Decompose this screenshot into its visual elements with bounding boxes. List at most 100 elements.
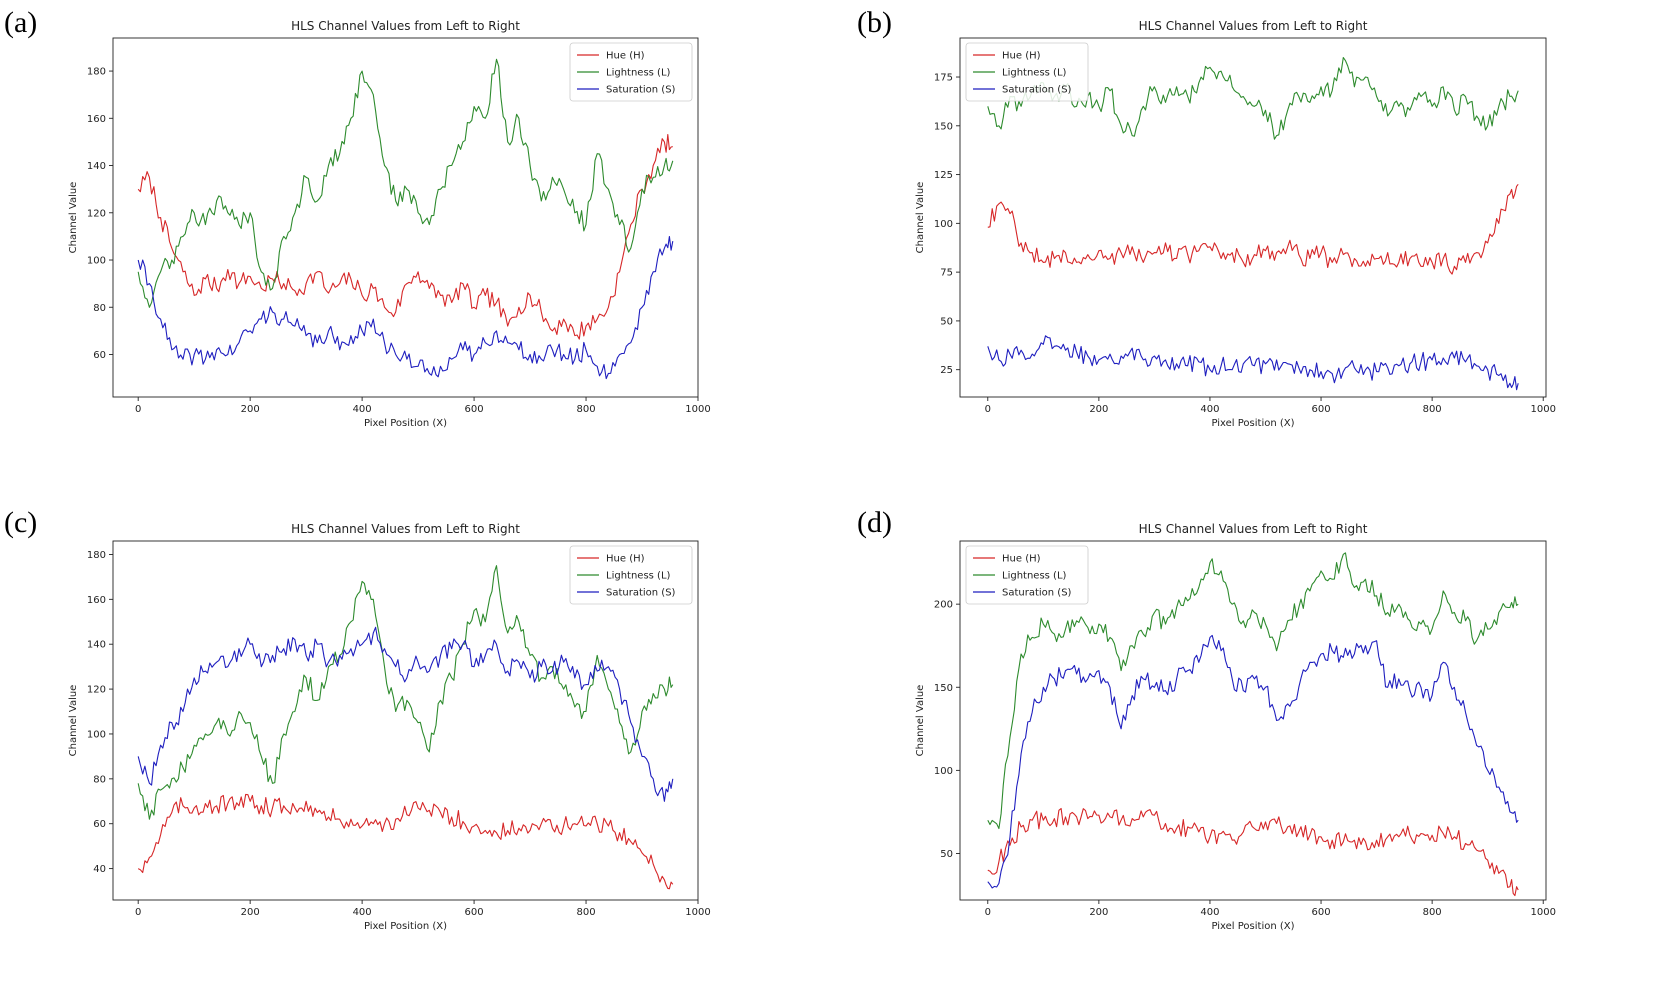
x-tick-label-d: 0 <box>985 907 991 918</box>
series-line-c-lightness <box>137 565 674 820</box>
x-tick-label-b: 200 <box>1089 404 1108 415</box>
legend-label-c: Saturation (S) <box>606 588 676 599</box>
y-tick-label-c: 100 <box>87 729 106 740</box>
series-line-d-lightness <box>987 552 1519 830</box>
y-tick-label-a: 180 <box>87 67 106 78</box>
plot-frame-a <box>112 37 699 398</box>
x-tick-label-a: 1000 <box>685 404 710 415</box>
x-tick-label-d: 200 <box>1089 907 1108 918</box>
y-tick-label-c: 80 <box>93 774 106 785</box>
series-line-d-hue <box>987 807 1519 897</box>
panel-label-c: (c) <box>4 506 38 539</box>
legend-label-b: Hue (H) <box>1002 51 1041 62</box>
legend-label-a: Lightness (L) <box>606 68 671 79</box>
y-tick-label-b: 175 <box>934 73 953 84</box>
y-tick-label-c: 160 <box>87 595 106 606</box>
y-axis-label-d: Channel Value <box>915 685 926 757</box>
legend-box-c <box>569 545 693 605</box>
chart-panel-d: HLS Channel Values from Left to Right 0 20… <box>827 498 1654 996</box>
series-line-a-saturation <box>137 235 674 380</box>
y-tick-label-d: 150 <box>934 683 953 694</box>
y-tick-label-a: 140 <box>87 161 106 172</box>
chart-panel-a: HLS Channel Values from Left to Right 0 20… <box>0 0 827 498</box>
x-tick-label-b: 1000 <box>1530 404 1555 415</box>
chart-title-b: HLS Channel Values from Left to Right <box>1139 19 1368 33</box>
y-tick-label-c: 140 <box>87 640 106 651</box>
series-line-b-lightness <box>987 56 1519 140</box>
chart-title-a: HLS Channel Values from Left to Right <box>291 19 520 33</box>
y-tick-label-b: 75 <box>940 268 953 279</box>
x-tick-label-b: 400 <box>1200 404 1219 415</box>
panel-label-d: (d) <box>857 506 892 539</box>
x-axis-label-a: Pixel Position (X) <box>364 418 447 429</box>
plot-frame-c <box>112 540 699 901</box>
chart-d: HLS Channel Values from Left to Right 0 20… <box>915 522 1556 932</box>
y-tick-label-b: 150 <box>934 121 953 132</box>
y-tick-label-c: 40 <box>93 864 106 875</box>
y-tick-label-b: 25 <box>940 365 953 376</box>
series-line-b-saturation <box>987 335 1519 391</box>
series-line-c-hue <box>137 793 674 890</box>
y-tick-label-d: 50 <box>940 849 953 860</box>
chart-title-c: HLS Channel Values from Left to Right <box>291 522 520 536</box>
x-tick-label-c: 0 <box>135 907 141 918</box>
legend-box-d <box>965 545 1089 605</box>
chart-title-d: HLS Channel Values from Left to Right <box>1139 522 1368 536</box>
legend-label-b: Lightness (L) <box>1002 68 1067 79</box>
chart-panel-b: HLS Channel Values from Left to Right 0 20… <box>827 0 1654 498</box>
legend-label-d: Lightness (L) <box>1002 571 1067 582</box>
legend-label-d: Hue (H) <box>1002 554 1041 565</box>
y-axis-label-c: Channel Value <box>68 685 79 757</box>
y-tick-label-d: 100 <box>934 766 953 777</box>
chart-c: HLS Channel Values from Left to Right 0 20… <box>68 522 711 932</box>
series-line-a-lightness <box>137 58 674 308</box>
series-line-d-saturation <box>987 634 1519 889</box>
y-tick-label-c: 180 <box>87 550 106 561</box>
x-tick-label-d: 1000 <box>1530 907 1555 918</box>
x-tick-label-c: 800 <box>576 907 595 918</box>
y-tick-label-a: 60 <box>93 350 106 361</box>
y-tick-label-a: 160 <box>87 114 106 125</box>
chart-panel-c: HLS Channel Values from Left to Right 0 20… <box>0 498 827 996</box>
x-tick-label-d: 600 <box>1311 907 1330 918</box>
plot-frame-b <box>959 37 1547 398</box>
y-tick-label-b: 100 <box>934 219 953 230</box>
x-tick-label-b: 800 <box>1423 404 1442 415</box>
y-tick-label-c: 120 <box>87 685 106 696</box>
plot-frame-d <box>959 540 1547 901</box>
x-axis-label-d: Pixel Position (X) <box>1211 921 1294 932</box>
panel-label-a: (a) <box>4 6 38 39</box>
x-tick-label-a: 600 <box>465 404 484 415</box>
y-tick-label-a: 120 <box>87 208 106 219</box>
series-line-a-hue <box>137 133 673 340</box>
legend-label-d: Saturation (S) <box>1002 588 1072 599</box>
legend-label-a: Hue (H) <box>606 51 645 62</box>
legend-label-b: Saturation (S) <box>1002 85 1072 96</box>
series-line-b-hue <box>987 183 1519 275</box>
x-tick-label-c: 1000 <box>685 907 710 918</box>
x-axis-label-c: Pixel Position (X) <box>364 921 447 932</box>
legend-label-c: Lightness (L) <box>606 571 671 582</box>
x-tick-label-c: 400 <box>353 907 372 918</box>
y-tick-label-b: 125 <box>934 170 953 181</box>
x-tick-label-a: 400 <box>353 404 372 415</box>
x-tick-label-a: 800 <box>576 404 595 415</box>
legend-box-b <box>965 42 1089 102</box>
chart-a: HLS Channel Values from Left to Right 0 20… <box>68 19 711 429</box>
y-tick-label-b: 50 <box>940 316 953 327</box>
x-tick-label-b: 600 <box>1311 404 1330 415</box>
x-tick-label-c: 600 <box>465 907 484 918</box>
series-line-c-saturation <box>137 626 674 802</box>
legend-box-a <box>569 42 693 102</box>
x-tick-label-d: 800 <box>1423 907 1442 918</box>
legend-label-c: Hue (H) <box>606 554 645 565</box>
x-tick-label-c: 200 <box>241 907 260 918</box>
panel-label-b: (b) <box>857 6 892 39</box>
y-axis-label-b: Channel Value <box>915 182 926 254</box>
y-tick-label-a: 100 <box>87 256 106 267</box>
y-tick-label-d: 200 <box>934 600 953 611</box>
y-tick-label-c: 60 <box>93 819 106 830</box>
x-axis-label-b: Pixel Position (X) <box>1211 418 1294 429</box>
x-tick-label-b: 0 <box>985 404 991 415</box>
x-tick-label-a: 0 <box>135 404 141 415</box>
